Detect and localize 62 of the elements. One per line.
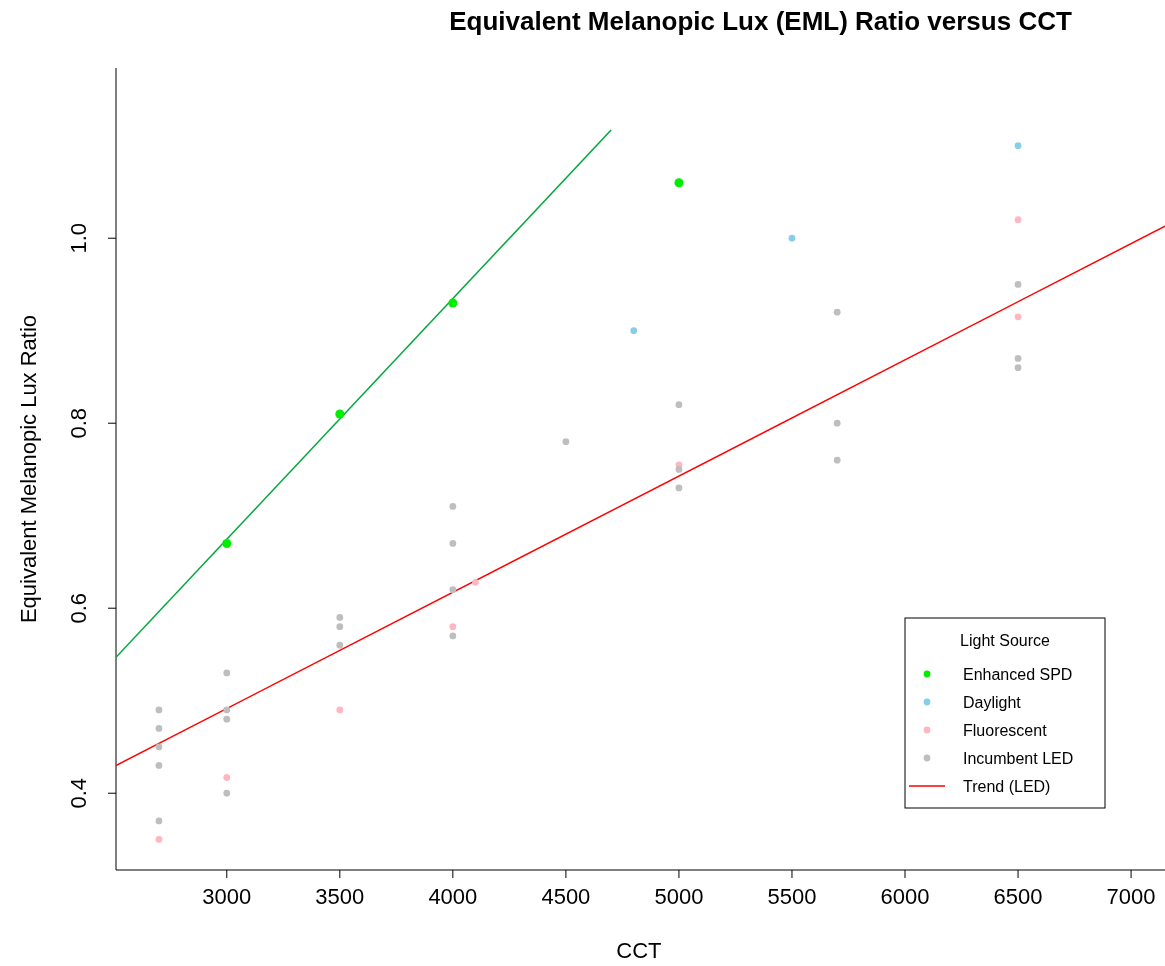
point [155,706,163,714]
x-tick-label: 6500 [993,884,1043,909]
point [222,538,232,548]
y-tick-label: 0.6 [66,592,91,624]
point [223,715,231,723]
point [223,669,231,677]
legend-label: Daylight [963,694,1022,711]
point [833,419,841,427]
point [674,178,684,188]
x-tick-label: 6000 [880,884,930,909]
y-tick-label: 1.0 [66,222,91,254]
point [833,456,841,464]
point [335,409,345,419]
y-tick-label: 0.4 [66,777,91,809]
chart-title: Equivalent Melanopic Lux (EML) Ratio versus CCT [449,6,1072,36]
legend-label: Incumbent LED [963,750,1074,767]
point [472,578,479,586]
legend-label: Enhanced SPD [963,666,1073,683]
x-tick-label: 4000 [428,884,478,909]
point [223,789,231,797]
point [449,503,457,510]
point [1014,355,1022,362]
point [155,836,163,843]
point [562,438,570,446]
point [223,706,231,714]
legend-label: Fluorescent [963,722,1048,739]
point [449,586,457,594]
x-tick-label: 5000 [654,884,704,909]
point [449,632,457,640]
point [336,706,344,714]
point [833,308,841,316]
legend-label: Trend (LED) [963,778,1051,795]
point [675,401,683,409]
point [155,817,163,825]
point [1014,281,1022,288]
x-tick-label: 3000 [202,884,252,909]
y-tick-label: 0.8 [66,407,91,439]
point [675,484,683,492]
point [155,743,163,751]
point [449,623,457,631]
x-tick-label: 7000 [1106,884,1156,909]
point [1014,364,1022,372]
point [1014,142,1022,150]
point [448,298,458,308]
legend-title: Light Source [960,632,1051,649]
point [449,540,457,547]
x-axis-title: CCT [616,938,662,963]
point [155,762,163,769]
point [1014,216,1022,224]
x-tick-label: 3500 [315,884,365,909]
x-tick-label: 5500 [767,884,817,909]
x-tick-label: 4500 [541,884,591,909]
point [336,614,344,621]
point [1014,313,1022,321]
point [630,327,638,335]
point [675,466,683,473]
point [788,234,796,242]
y-axis-title: Equivalent Melanopic Lux Ratio [16,314,41,624]
point [336,641,344,649]
point [336,623,344,631]
point [155,725,163,732]
point [223,774,231,781]
